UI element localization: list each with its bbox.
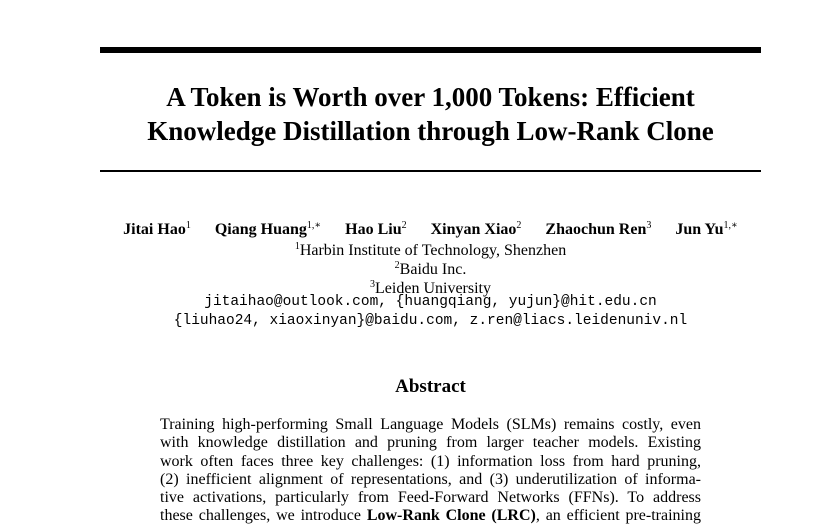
affiliation-1: 1Harbin Institute of Technology, Shenzhe… [294, 241, 567, 259]
author-zhaochun-ren: Zhaochun Ren3 [545, 220, 652, 238]
paper-title: A Token is Worth over 1,000 Tokens: Effi… [100, 80, 761, 148]
affiliation-3: 3Leiden University [370, 279, 491, 297]
abstract-line: with knowledge distillation and pruning … [160, 434, 701, 452]
title-rule [100, 170, 761, 172]
author-jitai-hao: Jitai Hao1 [123, 220, 191, 238]
author-xinyan-xiao: Xinyan Xiao2 [430, 220, 522, 238]
author-qiang-huang: Qiang Huang1,∗ [214, 220, 322, 238]
abstract-heading: Abstract [395, 376, 466, 397]
abstract-line: work often faces three key challenges: (… [160, 452, 701, 470]
author-hao-liu: Hao Liu2 [345, 220, 407, 238]
abstract-line: these challenges, we introduce Low-Rank … [160, 507, 702, 525]
author-jun-yu: Jun Yu1,∗ [675, 220, 738, 238]
title-line-2: Knowledge Distillation through Low-Rank … [147, 116, 714, 146]
lrc-term: Low-Rank Clone (LRC) [366, 507, 536, 525]
affiliation-2: 2Baidu Inc. [394, 260, 467, 278]
abstract-line: tive activations, particularly from Feed… [160, 489, 701, 507]
email-line-2: {liuhao24, xiaoxinyan}@baidu.com, z.ren@… [173, 313, 688, 329]
abstract-line: Training high-performing Small Language … [160, 416, 701, 433]
top-rule [100, 47, 761, 53]
title-line-1: A Token is Worth over 1,000 Tokens: Effi… [166, 82, 695, 112]
abstract-body: Training high-performing Small Language … [160, 416, 701, 526]
email-line-1: jitaihao@outlook.com, {huangqiang, yujun… [204, 294, 657, 310]
author-list: Jitai Hao1 Qiang Huang1,∗ Hao Liu2 Xinya… [100, 215, 761, 241]
abstract-line: (2) inefficient alignment of representat… [160, 470, 701, 488]
